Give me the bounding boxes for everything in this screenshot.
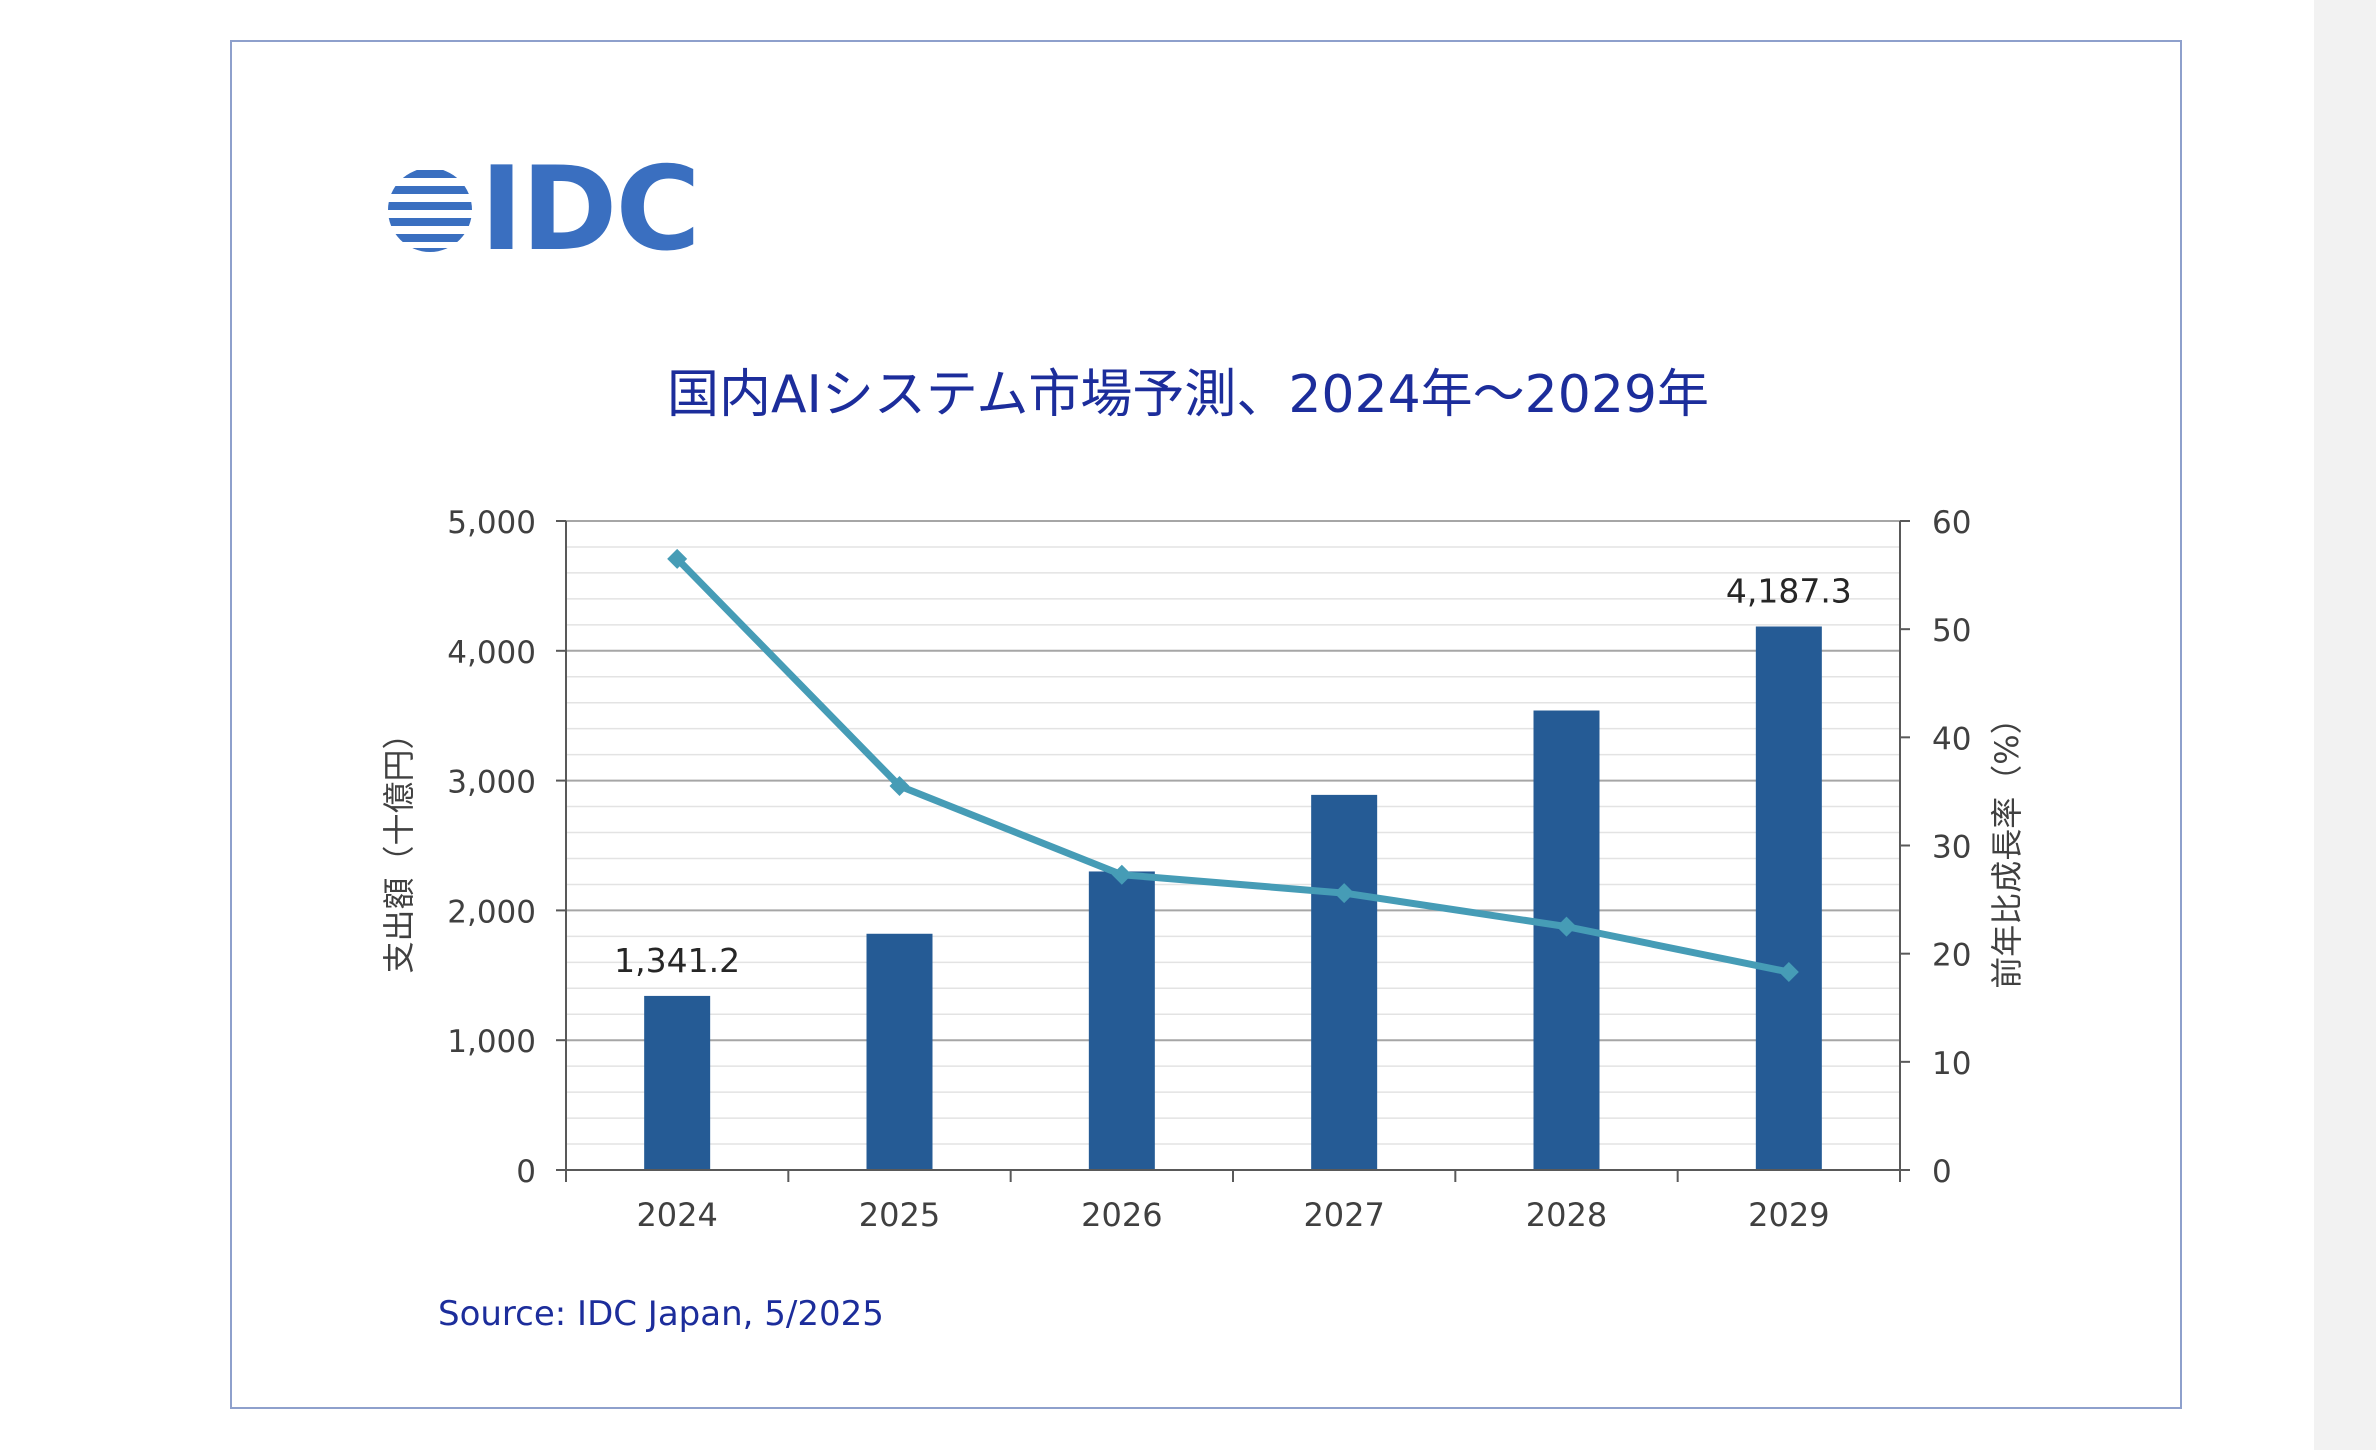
y2-tick-label: 40 — [1932, 721, 1971, 757]
bar-2026 — [1088, 871, 1155, 1170]
y-tick-label: 1,000 — [447, 1024, 536, 1060]
chart-frame — [230, 40, 2182, 1409]
y2-tick-label: 0 — [1932, 1154, 1952, 1190]
x-tick-label: 2026 — [1081, 1196, 1162, 1234]
y-tick-label: 0 — [516, 1154, 536, 1190]
x-tick-label: 2027 — [1303, 1196, 1384, 1234]
y2-tick-label: 20 — [1932, 938, 1971, 974]
y-tick-label: 3,000 — [447, 765, 536, 801]
data-label-2029: 4,187.3 — [1726, 571, 1852, 610]
y2-tick-label: 60 — [1932, 505, 1971, 541]
growth-rate-line — [673, 555, 1793, 976]
y2-tick-label: 10 — [1932, 1046, 1971, 1082]
y-tick-label: 2,000 — [447, 894, 536, 930]
data-label-2024: 1,341.2 — [614, 941, 740, 980]
source-note: Source: IDC Japan, 5/2025 — [438, 1294, 884, 1334]
x-tick-label: 2028 — [1526, 1196, 1607, 1234]
logo-text: IDC — [480, 142, 701, 277]
x-tick-label: 2025 — [859, 1196, 940, 1234]
growth-point-2029 — [1778, 962, 1799, 983]
idc-globe-icon — [388, 170, 472, 252]
growth-point-2028 — [1556, 916, 1577, 937]
bar-2025 — [866, 933, 933, 1170]
bar-2024 — [644, 995, 711, 1170]
bar-2027 — [1311, 794, 1378, 1170]
bar-2029 — [1755, 626, 1822, 1170]
y-axis-title: 支出額（十億円） — [380, 717, 418, 973]
y-tick-label: 5,000 — [447, 505, 536, 541]
growth-point-2026 — [1111, 864, 1132, 885]
x-tick-label: 2024 — [636, 1196, 717, 1234]
y-tick-label: 4,000 — [447, 635, 536, 671]
idc-logo: IDC — [380, 142, 701, 277]
y2-axis-title: 前年比成長率（%） — [1988, 702, 2026, 988]
growth-point-2024 — [667, 548, 688, 569]
chart-title: 国内AIシステム市場予測、2024年～2029年 — [666, 365, 1710, 425]
right-scroll-strip — [2314, 0, 2376, 1450]
y2-tick-label: 30 — [1932, 830, 1971, 866]
growth-point-2025 — [889, 776, 910, 797]
y2-tick-label: 50 — [1932, 613, 1971, 649]
bar-2028 — [1533, 710, 1600, 1170]
growth-point-2027 — [1334, 883, 1355, 904]
x-tick-label: 2029 — [1748, 1196, 1829, 1234]
